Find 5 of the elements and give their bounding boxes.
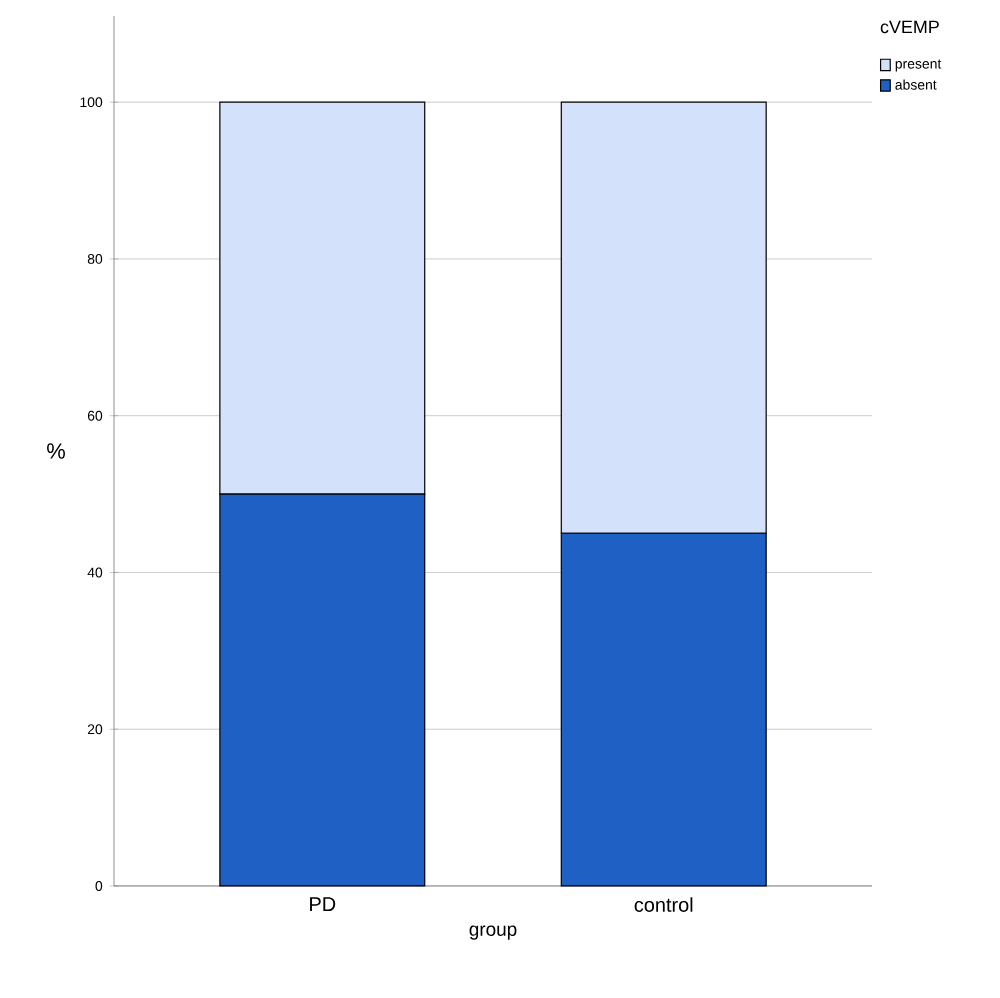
x-tick-label: control [634,897,693,912]
y-axis-title: % [47,443,65,459]
x-tick-label: PD [310,897,336,911]
x-axis-title: group [469,925,517,940]
legend-title: cVEMP [880,20,939,34]
